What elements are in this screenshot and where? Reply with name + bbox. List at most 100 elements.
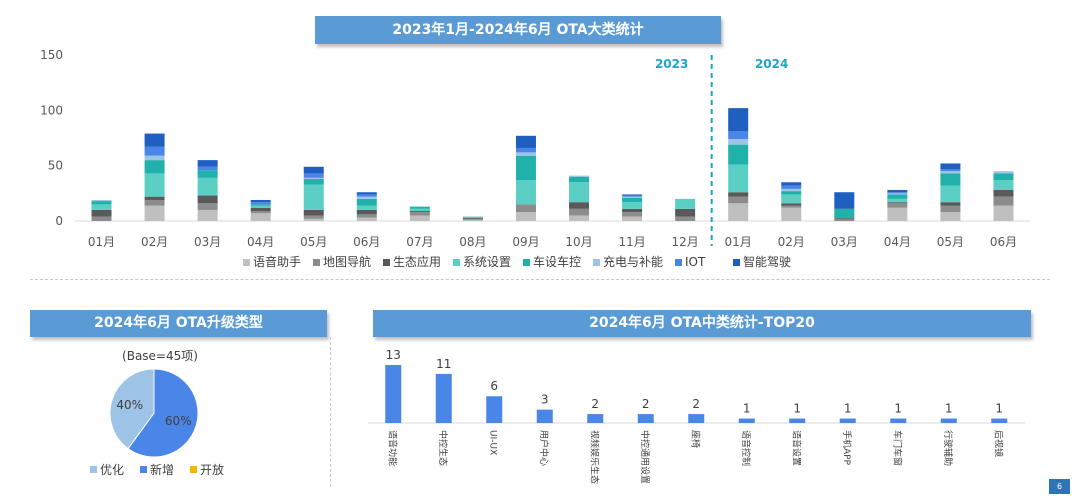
bar-segment: [409, 212, 430, 216]
bar-segment: [781, 203, 802, 206]
bar-value-label: 1: [995, 402, 1003, 416]
bar-segment: [622, 196, 643, 198]
vertical-divider: [330, 337, 331, 487]
bar-segment: [356, 217, 377, 221]
bar-segment: [728, 192, 749, 197]
bar-segment: [515, 147, 536, 153]
bar-segment: [993, 205, 1014, 221]
bar-segment: [940, 202, 961, 206]
x-tick-label: 01月: [725, 235, 752, 249]
category-label: 中控生态: [437, 430, 449, 466]
bar-segment: [197, 170, 218, 178]
upgrade-type-title: 2024年6月 OTA升级类型: [30, 310, 327, 337]
bar-segment: [940, 171, 961, 174]
bar-segment: [622, 216, 643, 221]
x-tick-label: 04月: [884, 235, 911, 249]
bar-segment: [675, 216, 696, 221]
bar-segment: [569, 175, 590, 177]
category-label: 车门车窗: [891, 430, 903, 466]
bar-value-label: 1: [793, 402, 801, 416]
legend-label: 充电与补能: [603, 254, 663, 269]
bar-value-label: 1: [844, 402, 852, 416]
bar-segment: [569, 208, 590, 216]
bar-segment: [409, 211, 430, 213]
bar-segment: [91, 216, 112, 221]
bar-segment: [144, 205, 165, 221]
y-tick-label: 150: [40, 48, 63, 62]
bar-segment: [781, 185, 802, 189]
bar-segment: [515, 204, 536, 213]
bar-segment: [728, 139, 749, 145]
bar-segment: [197, 209, 218, 221]
bar-segment: [940, 205, 961, 213]
category-label: 后视镜: [992, 430, 1004, 457]
bar-segment: [462, 219, 483, 221]
top20-bar: [940, 418, 957, 423]
bar-segment: [356, 198, 377, 206]
top20-bar: [890, 418, 907, 423]
bar-segment: [834, 192, 855, 209]
bar-value-label: 1: [945, 402, 953, 416]
x-tick-label: 04月: [247, 235, 274, 249]
bar-segment: [91, 204, 112, 210]
bar-segment: [781, 191, 802, 195]
bar-segment: [303, 184, 324, 210]
bar-value-label: 11: [436, 357, 451, 371]
legend-swatch: [453, 259, 460, 266]
bar-segment: [303, 215, 324, 219]
bar-segment: [197, 203, 218, 210]
bar-segment: [356, 209, 377, 215]
bar-segment: [250, 211, 271, 214]
bar-segment: [197, 166, 218, 171]
legend-swatch: [593, 259, 600, 266]
bar-segment: [940, 185, 961, 203]
bar-segment: [303, 177, 324, 179]
bar-segment: [197, 195, 218, 204]
bar-segment: [515, 135, 536, 148]
x-tick-label: 12月: [671, 235, 698, 249]
category-label: 语音功能: [386, 430, 398, 466]
bar-segment: [887, 194, 908, 199]
bar-segment: [728, 144, 749, 165]
legend-swatch: [523, 259, 530, 266]
pie-base-label: (Base=45项): [122, 349, 198, 363]
bar-segment: [515, 152, 536, 156]
bar-segment: [356, 205, 377, 210]
top20-bar: [486, 396, 503, 423]
legend-label: 新增: [150, 462, 174, 477]
category-label: 视频娱乐生态: [588, 430, 600, 484]
top20-bar: [688, 414, 705, 423]
bar-segment: [834, 218, 855, 221]
bar-segment: [197, 160, 218, 167]
bar-segment: [728, 131, 749, 140]
bar-value-label: 2: [642, 397, 650, 411]
x-tick-label: 02月: [778, 235, 805, 249]
bar-segment: [515, 155, 536, 181]
legend-label: 系统设置: [463, 255, 511, 269]
page-number: 6: [1049, 479, 1070, 494]
legend-label: 智能驾驶: [743, 254, 791, 269]
bar-segment: [409, 215, 430, 221]
bar-value-label: 2: [591, 397, 599, 411]
top20-bar: [839, 418, 856, 423]
bar-segment: [462, 216, 483, 218]
legend-swatch: [90, 466, 97, 473]
category-label: UI-UX: [487, 430, 497, 455]
x-tick-label: 11月: [618, 235, 645, 249]
legend-label: IOT: [685, 255, 706, 269]
bar-segment: [144, 173, 165, 197]
bar-segment: [887, 190, 908, 193]
bar-segment: [728, 164, 749, 193]
bar-segment: [675, 208, 696, 217]
legend-swatch: [383, 259, 390, 266]
bar-segment: [887, 203, 908, 208]
y-tick-label: 100: [40, 103, 63, 117]
bar-segment: [356, 214, 377, 218]
bar-segment: [144, 199, 165, 206]
bar-value-label: 6: [490, 379, 498, 393]
bar-segment: [622, 202, 643, 209]
bar-segment: [887, 193, 908, 195]
bar-segment: [303, 218, 324, 221]
bar-segment: [993, 180, 1014, 191]
